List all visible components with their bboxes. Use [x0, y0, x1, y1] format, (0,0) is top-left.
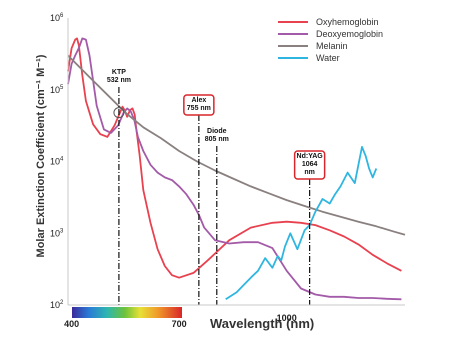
legend-label: Oxyhemoglobin — [316, 17, 379, 27]
y-tick-label: 103 — [50, 228, 64, 238]
laser-label: 805 nm — [205, 136, 229, 143]
laser-label: 755 nm — [187, 105, 211, 112]
laser-label-box — [183, 94, 215, 116]
y-tick-label: 104 — [50, 157, 64, 167]
laser-label-box — [293, 150, 326, 180]
x-tick-label: 700 — [172, 319, 187, 329]
series-layer — [67, 37, 406, 301]
y-tick-label: 105 — [50, 85, 64, 95]
laser-label: Diode — [207, 128, 227, 135]
y-tick-label: 102 — [50, 300, 64, 310]
series-line — [67, 37, 402, 279]
x-tick-labels: 400 700 1000 — [64, 313, 297, 329]
x-tick-label: 1000 — [277, 313, 297, 323]
laser-label: nm — [304, 169, 315, 176]
visible-spectrum-bar — [72, 307, 182, 318]
x-axis-label: Wavelength (nm) — [210, 316, 314, 331]
y-tick-labels: 102 103 104 105 106 — [50, 13, 64, 310]
laser-label: Alex — [191, 97, 206, 104]
laser-label: 1064 — [302, 161, 318, 168]
laser-label: KTP — [112, 69, 126, 76]
x-tick-label: 400 — [64, 319, 79, 329]
legend: Oxyhemoglobin Deoxyemoglobin Melanin Water — [278, 17, 383, 63]
ktp-marker-circle — [113, 107, 125, 119]
laser-label: Nd:YAG — [297, 153, 324, 160]
legend-label: Melanin — [316, 41, 348, 51]
y-tick-label: 106 — [50, 13, 64, 23]
legend-label: Deoxyemoglobin — [316, 29, 383, 39]
laser-label: 532 nm — [107, 77, 131, 84]
y-axis-label: Molar Extinction Coefficient (cm⁻¹ M⁻¹) — [35, 54, 47, 257]
legend-label: Water — [316, 53, 340, 63]
series-line — [67, 54, 406, 236]
